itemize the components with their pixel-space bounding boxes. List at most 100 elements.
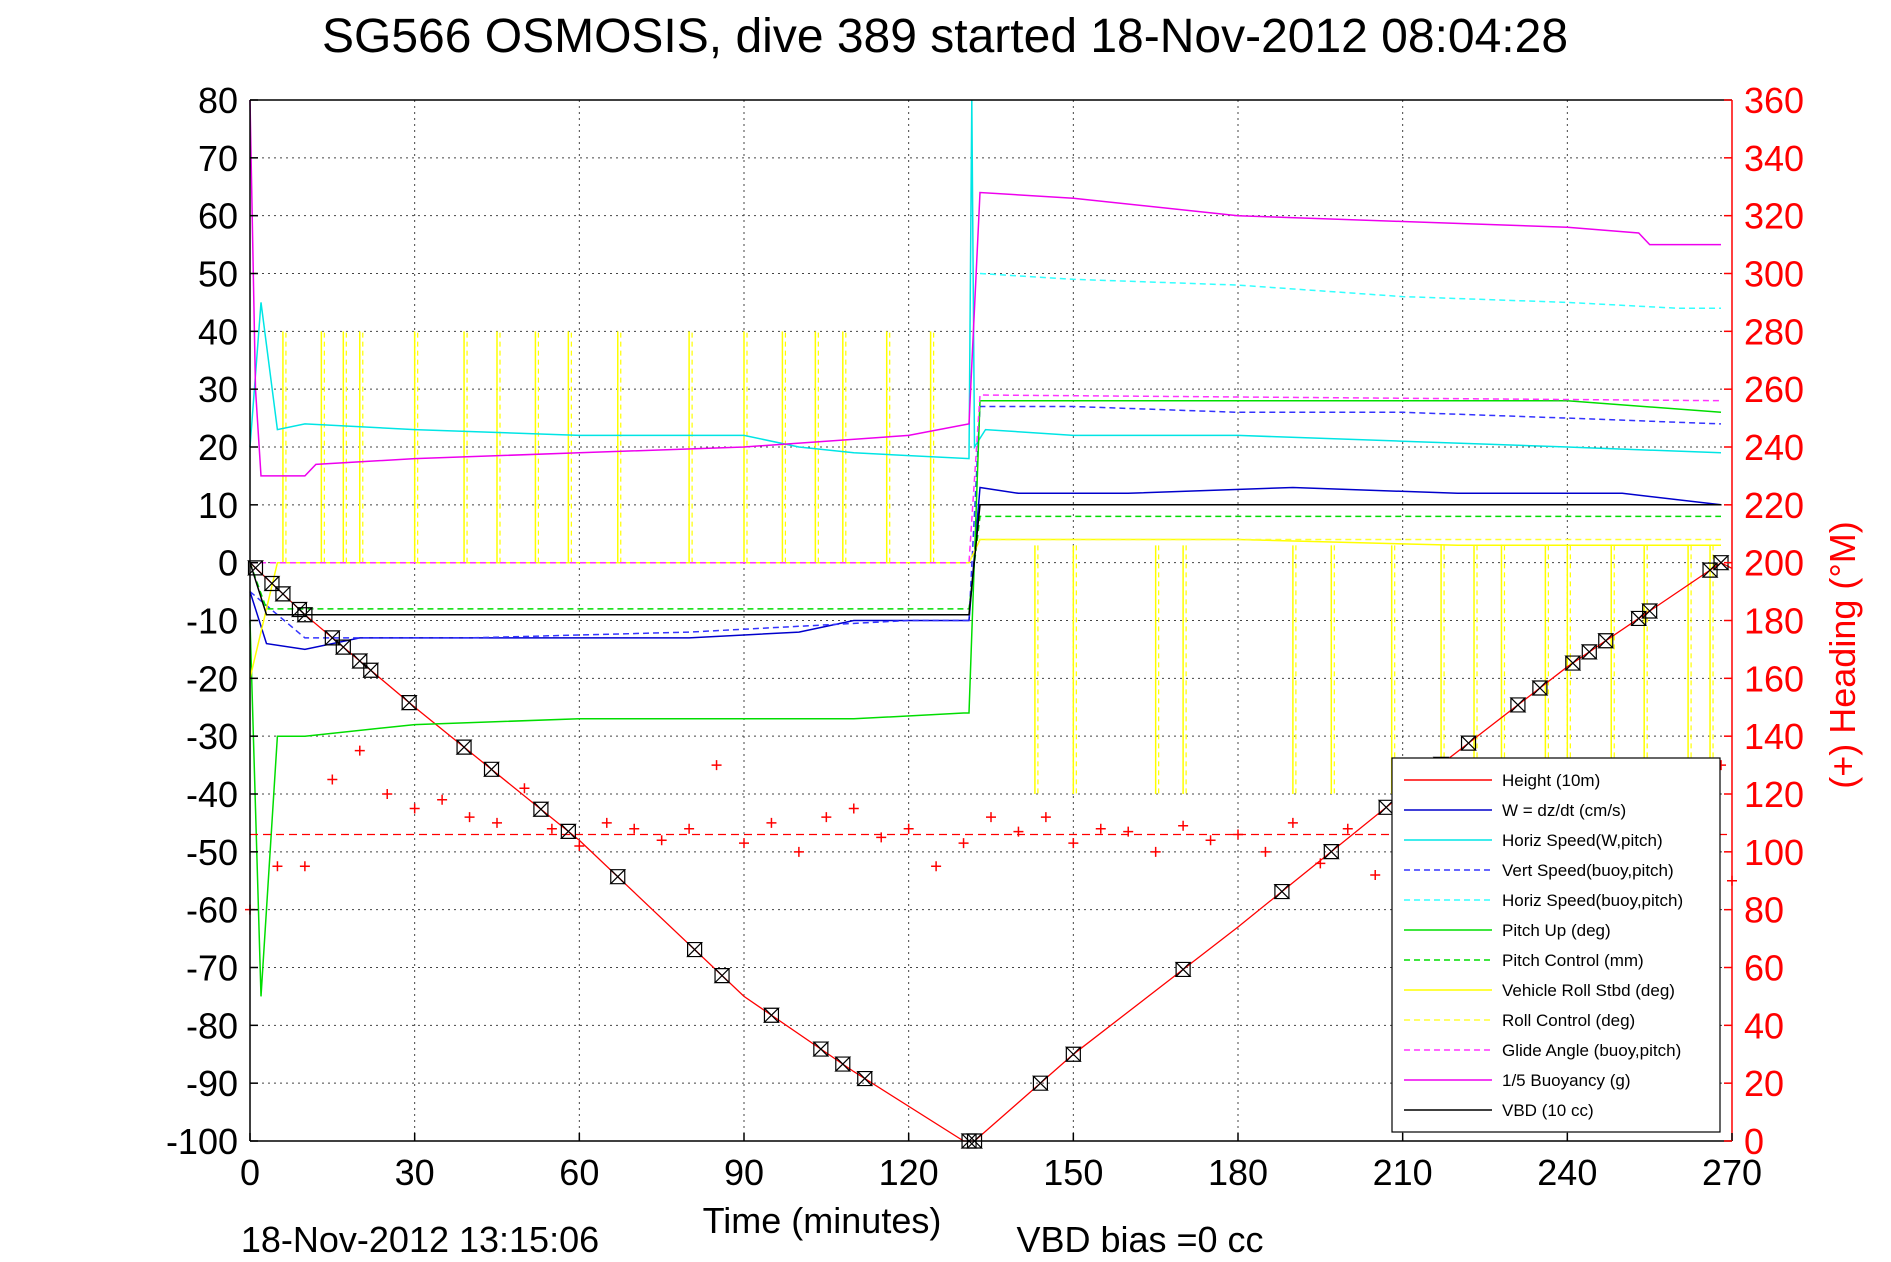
height-marker [1174, 961, 1192, 978]
height-marker [532, 801, 550, 817]
legend-entry-pitch_up: Pitch Up (deg) [1502, 921, 1611, 940]
heading-point [601, 817, 612, 828]
y-tick-label: 0 [218, 543, 238, 584]
heading-point [299, 861, 310, 872]
heading-point [382, 789, 393, 799]
x-tick-label: 120 [879, 1152, 939, 1193]
legend-entry-buoyancy: 1/5 Buoyancy (g) [1502, 1071, 1631, 1090]
height-marker [1460, 735, 1477, 751]
legend-entry-glide: Glide Angle (buoy,pitch) [1502, 1041, 1681, 1060]
legend-entry-pitch_control: Pitch Control (mm) [1502, 951, 1644, 970]
chart-title: SG566 OSMOSIS, dive 389 started 18-Nov-2… [322, 10, 1568, 63]
height-marker [1031, 1075, 1049, 1091]
height-marker [1509, 697, 1527, 713]
height-marker [362, 662, 380, 678]
height-marker [1580, 644, 1598, 660]
x-tick-label: 150 [1043, 1152, 1103, 1193]
legend: Height (10m) W = dz/dt (cm/s) Horiz Speed(… [1391, 757, 1721, 1133]
height-marker [1531, 680, 1549, 696]
y2-tick-label: 340 [1744, 138, 1804, 179]
series-line-horiz_wp [249, 99, 1722, 460]
legend-entry-height: Height (10m) [1502, 771, 1600, 790]
y-tick-label: -30 [186, 716, 238, 757]
height-marker [1064, 1046, 1082, 1062]
legend-entry-vbd: VBD (10 cc) [1502, 1101, 1594, 1120]
heading-point [711, 760, 722, 771]
y-tick-label: 30 [198, 369, 238, 410]
x-tick-label: 240 [1537, 1152, 1597, 1193]
heading-point [1095, 823, 1106, 834]
legend-entry-horiz_wp: Horiz Speed(W,pitch) [1502, 831, 1663, 850]
height-marker [1273, 883, 1291, 900]
y-tick-label: 50 [198, 254, 238, 295]
x-tick-label: 0 [240, 1152, 260, 1193]
heading-point [1287, 817, 1298, 828]
heading-point [1370, 869, 1381, 880]
height-marker [834, 1056, 852, 1072]
heading-point [739, 838, 749, 849]
y2-tick-label: 240 [1744, 427, 1804, 468]
heading-point [1123, 826, 1134, 837]
heading-point [766, 817, 777, 828]
legend-entry-roll_control: Roll Control (deg) [1502, 1011, 1635, 1030]
height-marker [400, 695, 418, 711]
heading-point [272, 861, 283, 872]
y2-tick-label: 80 [1744, 890, 1784, 931]
height-marker [1597, 633, 1615, 649]
legend-entry-roll: Vehicle Roll Stbd (deg) [1502, 981, 1675, 1000]
heading-point [876, 832, 887, 843]
height-marker [609, 869, 627, 885]
y-tick-label: 10 [198, 485, 238, 526]
height-marker [274, 586, 292, 602]
heading-point [1205, 835, 1216, 846]
series-line-w [249, 486, 1722, 651]
height-marker [762, 1007, 780, 1023]
heading-point [958, 838, 969, 849]
height-marker [334, 639, 352, 655]
heading-point [409, 803, 420, 814]
heading-point [1013, 826, 1024, 837]
heading-point [986, 812, 996, 823]
heading-point [574, 841, 585, 852]
legend-entry-vert_bp: Vert Speed(buoy,pitch) [1502, 861, 1674, 880]
height-marker [263, 575, 281, 592]
y-tick-label: 60 [198, 196, 238, 237]
series-line-horiz_bp [979, 272, 1721, 309]
height-marker [812, 1041, 830, 1057]
heading-point [1342, 823, 1353, 834]
y-tick-label: 40 [198, 311, 238, 352]
legend-entry-horiz_bp: Horiz Speed(buoy,pitch) [1502, 891, 1683, 910]
heading-point [437, 794, 448, 805]
y-tick-label: -50 [186, 832, 238, 873]
heading-point [1040, 812, 1051, 823]
series-line-roll_control [250, 538, 1721, 564]
y2-tick-label: 60 [1744, 948, 1784, 989]
heading-point [793, 846, 804, 857]
y-tick-label: -60 [186, 890, 238, 931]
x-axis-label: Time (minutes) [703, 1200, 942, 1241]
x-tick-label: 210 [1373, 1152, 1433, 1193]
heading-point [629, 823, 640, 834]
heading-point [1260, 846, 1271, 857]
height-marker [296, 607, 314, 623]
y2-tick-label: 160 [1744, 658, 1804, 699]
heading-point [684, 823, 695, 834]
heading-point [1068, 838, 1079, 849]
y2-tick-label: 360 [1744, 80, 1804, 121]
plot-area: 0 30 60 90 120 150 180 210 240 270 80 70 60 50 40 30 20 1… [166, 80, 1804, 1193]
footer-vbd-bias: VBD bias =0 cc [1016, 1219, 1263, 1260]
x-tick-label: 30 [395, 1152, 435, 1193]
heading-point [327, 774, 338, 785]
series-line-buoyancy [249, 99, 1721, 477]
y2-tick-label: 40 [1744, 1005, 1784, 1046]
height-marker [455, 739, 473, 755]
y2-tick-label: 180 [1744, 601, 1804, 642]
y2-tick-label: 220 [1744, 485, 1804, 526]
x-tick-label: 180 [1208, 1152, 1268, 1193]
y2-tick-label: 260 [1744, 369, 1804, 410]
height-marker [1641, 603, 1659, 619]
y-tick-label: -40 [186, 774, 238, 815]
y-tick-label: -100 [166, 1121, 238, 1162]
heading-point [1150, 846, 1161, 857]
x-tick-label: 90 [724, 1152, 764, 1193]
